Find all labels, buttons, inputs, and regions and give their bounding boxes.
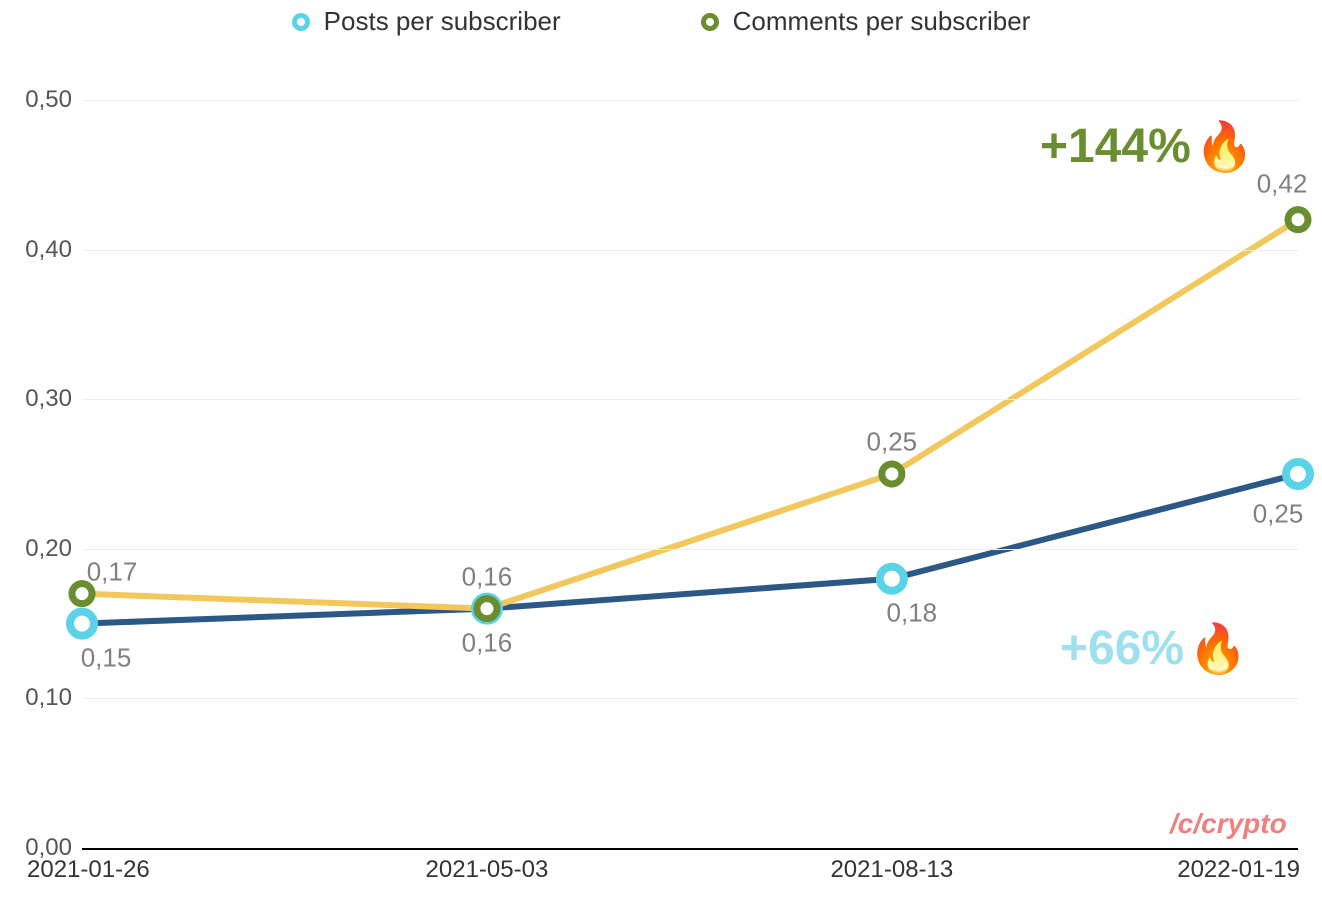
engagement-chart: Posts per subscriber Comments per subscr… xyxy=(0,0,1322,898)
callout-text: +144% xyxy=(1040,119,1191,174)
data-point-label: 0,25 xyxy=(867,427,918,458)
grid-line xyxy=(82,250,1298,251)
data-point-label: 0,16 xyxy=(462,561,513,592)
x-tick-label: 2021-08-13 xyxy=(830,856,953,884)
callout-text: +66% xyxy=(1060,621,1184,676)
data-point-marker xyxy=(70,612,94,636)
series-line xyxy=(82,220,1298,609)
x-tick-label: 2021-05-03 xyxy=(426,856,549,884)
grid-line xyxy=(82,698,1298,699)
data-point-marker xyxy=(1288,210,1308,230)
y-tick-label: 0,20 xyxy=(12,535,72,563)
data-point-label: 0,16 xyxy=(462,627,513,658)
y-tick-label: 0,10 xyxy=(12,684,72,712)
data-point-marker xyxy=(477,599,497,619)
y-tick-label: 0,40 xyxy=(12,236,72,264)
data-point-label: 0,25 xyxy=(1253,499,1304,530)
grid-line xyxy=(82,399,1298,400)
x-axis xyxy=(82,848,1298,850)
data-point-marker xyxy=(882,464,902,484)
data-point-label: 0,15 xyxy=(81,642,132,673)
data-point-label: 0,17 xyxy=(87,556,138,587)
y-tick-label: 0,50 xyxy=(12,86,72,114)
grid-line xyxy=(82,100,1298,101)
subreddit-label: /c/crypto xyxy=(1170,808,1287,840)
callout-posts-growth: +66% 🔥 xyxy=(1060,620,1248,677)
x-tick-label: 2022-01-19 xyxy=(1177,856,1300,884)
fire-icon: 🔥 xyxy=(1188,620,1248,677)
grid-line xyxy=(82,549,1298,550)
fire-icon: 🔥 xyxy=(1195,118,1255,175)
data-point-label: 0,18 xyxy=(887,597,938,628)
data-point-label: 0,42 xyxy=(1257,168,1308,199)
callout-comments-growth: +144% 🔥 xyxy=(1040,118,1255,175)
data-point-marker xyxy=(880,567,904,591)
y-tick-label: 0,30 xyxy=(12,385,72,413)
subreddit-text: /c/crypto xyxy=(1170,808,1287,839)
data-point-marker xyxy=(1286,462,1310,486)
x-tick-label: 2021-01-26 xyxy=(27,856,150,884)
